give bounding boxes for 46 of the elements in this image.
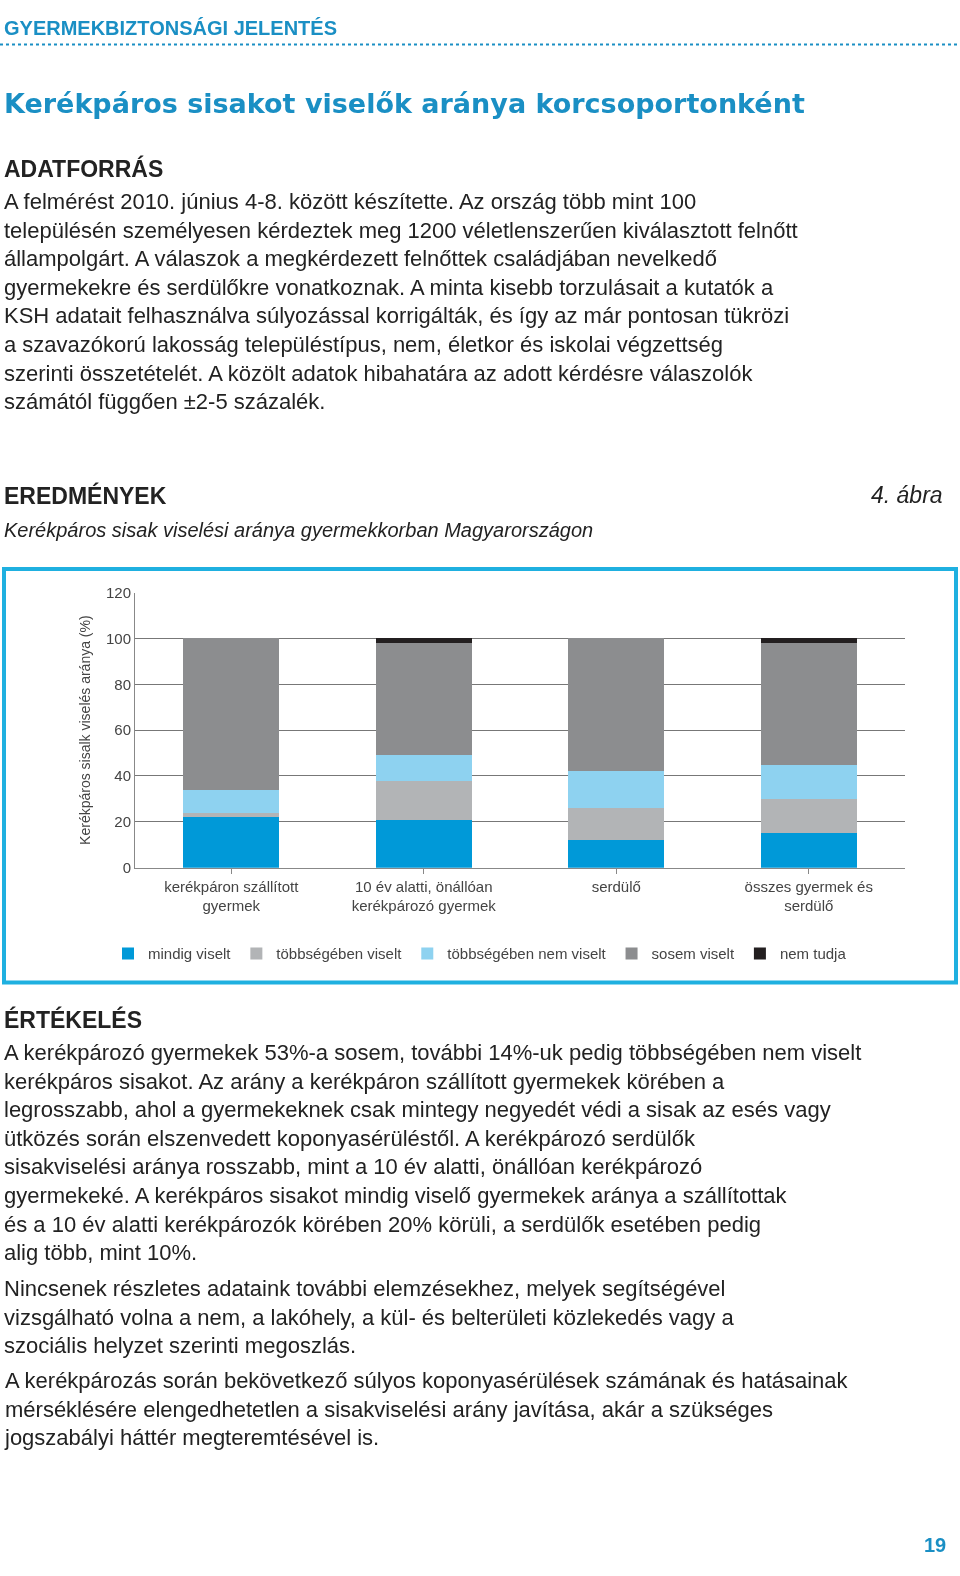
x-tick-label: összes gyermek és serdülő — [744, 877, 873, 915]
text: ADATFORRÁS — [4, 155, 164, 182]
bar — [568, 638, 665, 772]
y-tick-label: 40 — [114, 767, 131, 785]
text: A kerékpározó gyermekek 53%-a sosem, további 14%-uk pedig többségében nem viselt kerékpáros sisakot. Az arány a kerékpáron szállított gyermekek körében a legrosszabb, ahol a gyermekeknek csak mintegy negyedét védi a sisak az esés vagy ütközés során elszenvedett koponyasérüléstől. A kerékpározó serdülők sisakviselési aránya rosszabb, mint a 10 év alatti, önállóan kerékpározó gyermekeké. A kerékpáros sisakot mindig viselő gyermekek aránya a szállítottak és a 10 év alatti kerékpározók körében 20% körüli, a serdülők esetében pedig alig több, mint 10%. — [4, 1040, 862, 1266]
bar — [183, 817, 280, 868]
bar — [760, 833, 857, 868]
text: EREDMÉNYEK — [4, 482, 167, 509]
bar — [375, 755, 472, 781]
text: GYERMEKBIZTONSÁGI JELENTÉS — [4, 17, 338, 39]
bar — [375, 819, 472, 868]
y-tick-label: 20 — [114, 813, 131, 831]
y-tick-label: 60 — [114, 721, 131, 739]
legend-label: mindig viselt — [148, 945, 232, 963]
bar — [183, 789, 280, 813]
bar — [568, 808, 665, 841]
bar — [375, 780, 472, 820]
chart-subtitle: Kerékpáros sisak viselési aránya gyermekkorban Magyarországon — [4, 519, 594, 541]
text: 19 — [924, 1534, 947, 1556]
legend-label: nem tudja — [779, 945, 847, 963]
bar — [760, 638, 857, 644]
bar — [760, 798, 857, 834]
x-tick-label: kerékpáron szállított gyermek — [164, 877, 300, 915]
bar — [375, 643, 472, 756]
x-tick-label: serdülő — [591, 877, 641, 895]
text: Nincsenek részletes adataink további elemzésekhez, melyek segítségével vizsgálható volna a nem, a lakóhely, a kül- és belterületi közlekedés vagy a szociális helyzet szerinti megoszlás. — [4, 1276, 735, 1359]
y-tick-label: 0 — [122, 858, 131, 876]
bar — [375, 638, 472, 644]
bar — [760, 643, 857, 765]
y-axis-title: Kerékpáros sisalk viselés aránya (%) — [76, 615, 93, 845]
legend-label: sosem viselt — [651, 945, 735, 963]
text: A kerékpározás során bekövetkező súlyos koponyasérülések számának és hatásainak mérséklésére elengedhetetlen a sisakviselési arány javítása, akár a szükséges jogszabályi háttér megteremtésével is. — [4, 1368, 849, 1451]
text: ÉRTÉKELÉS — [4, 1006, 143, 1033]
y-tick-label: 80 — [114, 675, 131, 693]
legend-label: többségében nem viselt — [447, 945, 607, 963]
bar — [568, 771, 665, 809]
x-tick-label: 10 év alatti, önállóan kerékpározó gyermek — [351, 877, 497, 915]
y-tick-label: 100 — [105, 629, 131, 647]
text: 4. ábra — [871, 482, 943, 508]
y-tick-label: 120 — [105, 583, 131, 601]
chart-title: Kerékpáros sisakot viselők aránya korcsoportonként — [4, 88, 805, 119]
legend-label: többségében viselt — [276, 945, 403, 963]
bar — [183, 638, 280, 790]
bar — [568, 840, 665, 868]
text: A felmérést 2010. június 4-8. között készítette. Az ország több mint 100 településén személyesen kérdeztek meg 1200 véletlenszerűen kiválasztott felnőtt állampolgárt. A válaszok a megkérdezett felnőttek családjában nevelkedő gyermekekre és serdülőkre vonatkoznak. A minta kisebb torzulásait a kutatók a KSH adatait felhasználva súlyozással korrigálták, és így az már pontosan tükrözi a szavazókorú lakosság településtípus, nem, életkor és iskolai végzettség szerinti összetételét. A közölt adatok hibahatára az adott kérdésre válaszolók számától függően ±2-5 százalék. — [4, 189, 798, 415]
bar — [760, 764, 857, 799]
